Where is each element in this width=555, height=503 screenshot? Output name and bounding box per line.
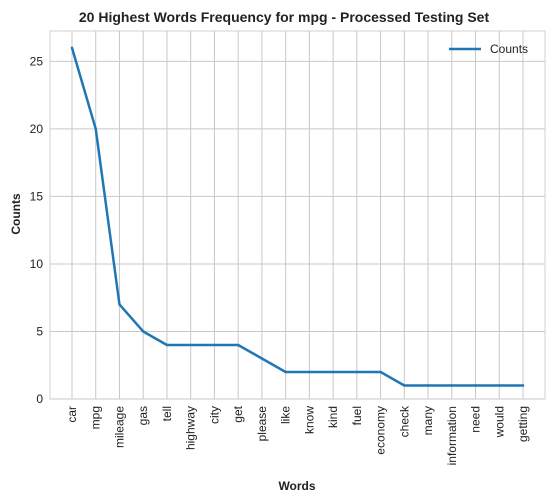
data-point [403, 384, 405, 386]
x-tick-label: kind [326, 406, 340, 428]
data-point [71, 47, 73, 49]
data-point [522, 384, 524, 386]
x-tick-label: need [469, 406, 483, 433]
x-tick-label: tell [160, 406, 174, 421]
x-tick-label: getting [516, 406, 530, 442]
data-point [332, 371, 334, 373]
x-axis-label: Words [278, 479, 315, 493]
x-tick-label: please [255, 406, 269, 442]
x-tick-label: check [397, 405, 411, 437]
data-point [118, 303, 120, 305]
x-tick-label: car [65, 406, 79, 423]
y-tick-label: 15 [30, 189, 44, 203]
x-tick-label: mileage [112, 406, 126, 448]
data-point [379, 371, 381, 373]
y-tick-label: 5 [36, 324, 43, 338]
data-point [474, 384, 476, 386]
data-point [451, 384, 453, 386]
x-tick-label: city [207, 406, 221, 424]
data-point [261, 357, 263, 359]
x-tick-label: information [445, 406, 459, 465]
y-tick-label: 25 [30, 54, 44, 68]
chart-title: 20 Highest Words Frequency for mpg - Pro… [79, 9, 490, 25]
y-tick-label: 10 [30, 257, 44, 271]
x-tick-label: get [231, 405, 245, 422]
y-tick-label: 0 [36, 392, 43, 406]
x-tick-label: know [302, 406, 316, 434]
x-tick-label: highway [184, 406, 198, 450]
data-point [95, 128, 97, 130]
y-axis-label: Counts [9, 193, 23, 235]
x-tick-label: gas [136, 406, 150, 425]
data-point [498, 384, 500, 386]
x-axis-ticks: car mpg mileage gas tell highway city get please… [65, 405, 530, 465]
data-point [213, 344, 215, 346]
data-point [142, 330, 144, 332]
data-point [308, 371, 310, 373]
legend-label: Counts [490, 42, 528, 56]
data-point [427, 384, 429, 386]
plot-area [50, 31, 545, 399]
data-point [356, 371, 358, 373]
x-tick-label: fuel [350, 406, 364, 425]
x-tick-label: like [279, 406, 293, 424]
x-tick-label: mpg [89, 406, 103, 429]
y-axis-ticks: 0 5 10 15 20 25 [30, 54, 44, 406]
data-point [166, 344, 168, 346]
x-tick-label: many [421, 406, 435, 435]
y-tick-label: 20 [30, 122, 44, 136]
data-point [284, 371, 286, 373]
x-tick-label: would [492, 406, 506, 438]
data-point [237, 344, 239, 346]
data-point [189, 344, 191, 346]
x-tick-label: economy [374, 406, 388, 455]
